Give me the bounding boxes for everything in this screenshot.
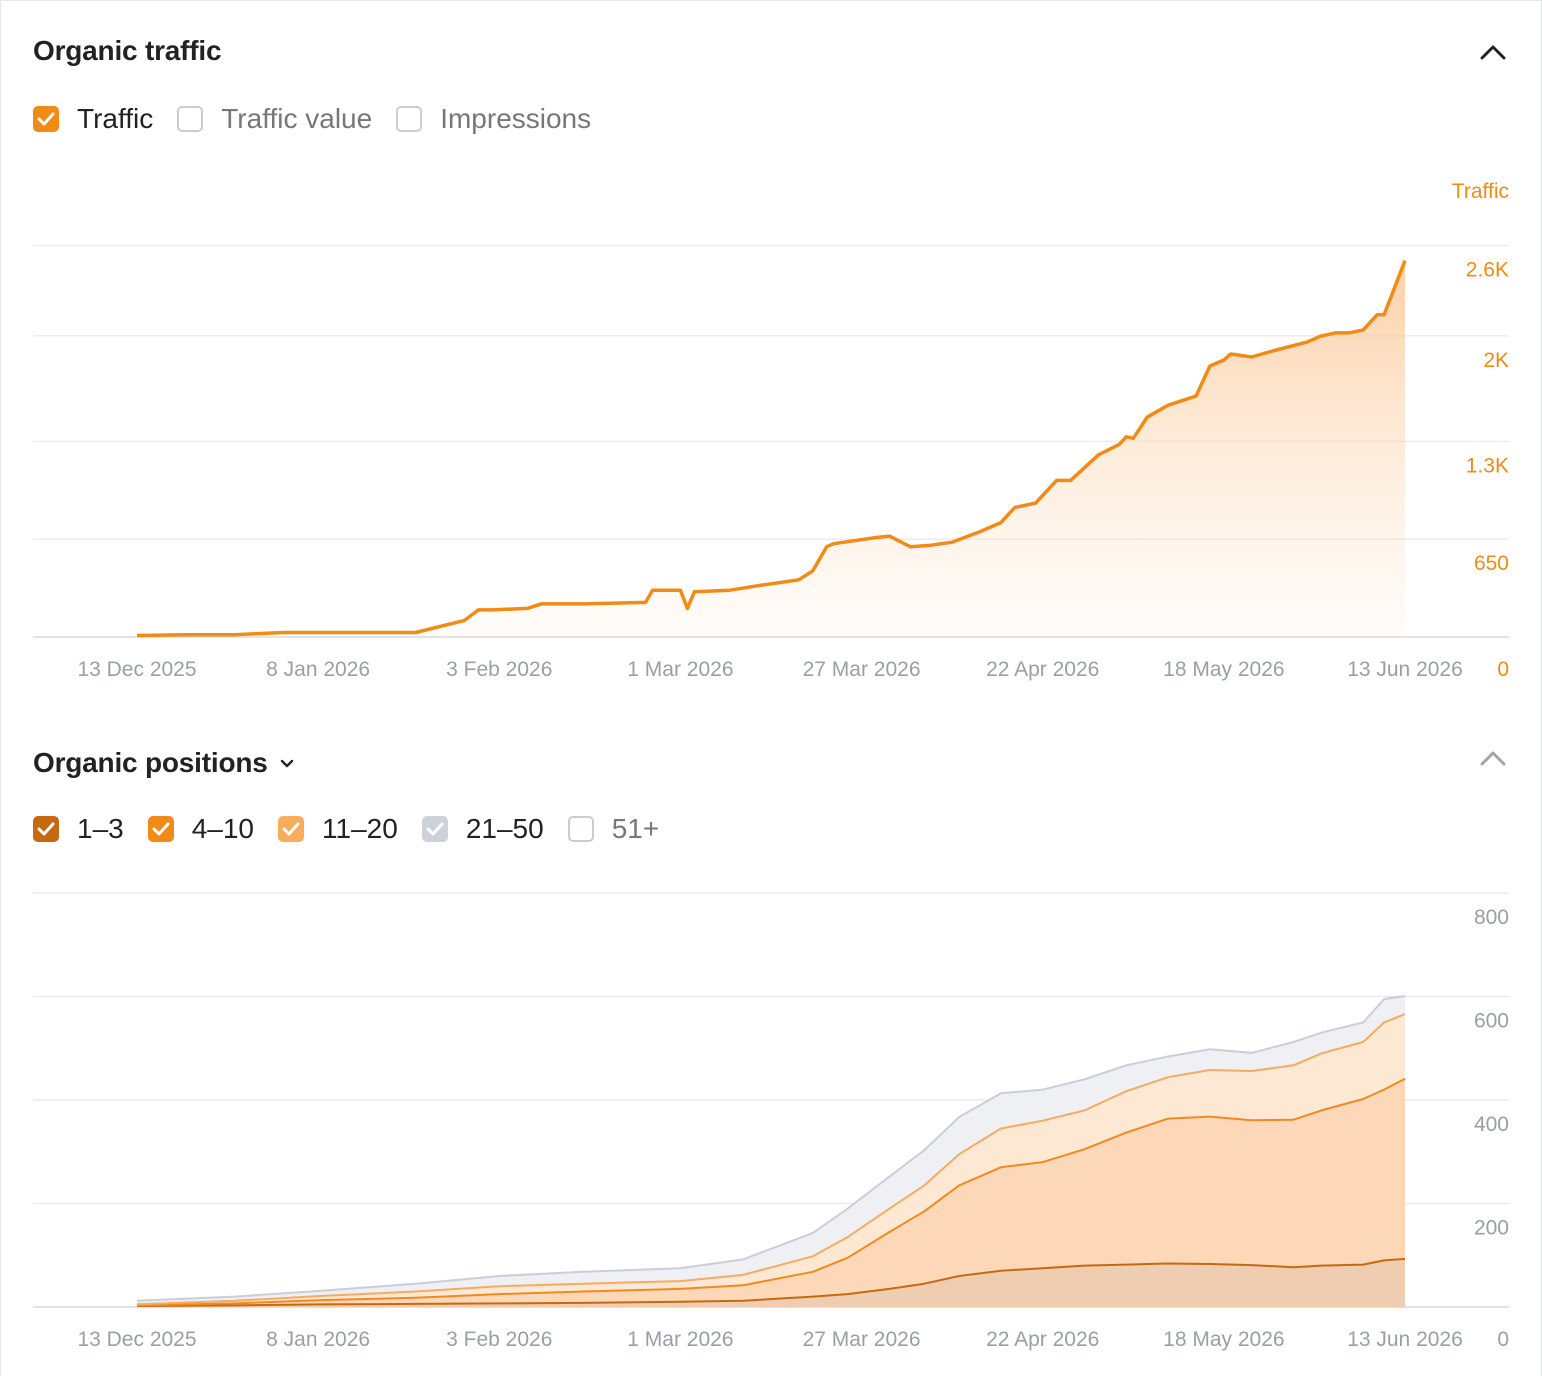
y-tick-label: 2.6K xyxy=(1466,259,1509,282)
checkbox-checked-icon xyxy=(33,816,59,842)
checkmark-icon xyxy=(37,112,55,126)
x-tick-label: 1 Mar 2026 xyxy=(627,1328,733,1351)
y-tick-label: 200 xyxy=(1474,1217,1509,1240)
x-tick-label: 13 Dec 2025 xyxy=(77,658,196,681)
y-tick-label: 650 xyxy=(1474,552,1509,575)
y-tick-label: 400 xyxy=(1474,1113,1509,1136)
traffic-section-title: Organic traffic xyxy=(33,35,222,66)
x-tick-label: 22 Apr 2026 xyxy=(986,658,1099,681)
checkmark-icon xyxy=(37,822,55,836)
positions-line-11-20 xyxy=(136,1013,1406,1306)
traffic-metric-legend: Traffic Traffic value Impressions xyxy=(33,103,615,135)
traffic-checkbox-impressions[interactable]: Impressions xyxy=(396,103,591,135)
x-tick-label: 8 Jan 2026 xyxy=(266,1328,370,1351)
positions-checkbox-21-50[interactable]: 21–50 xyxy=(421,813,544,845)
legend-label: 11–20 xyxy=(322,813,398,844)
y-tick-label: 0 xyxy=(1497,658,1509,681)
x-tick-label: 27 Mar 2026 xyxy=(803,1328,921,1351)
positions-area-1-3 xyxy=(137,1258,1405,1307)
checkmark-icon xyxy=(282,822,300,836)
x-tick-label: 18 May 2026 xyxy=(1163,658,1284,681)
checkbox-empty-icon xyxy=(177,106,204,132)
legend-label: 21–50 xyxy=(465,813,544,844)
traffic-chart: Traffic 0 650 1.3K 2K 2.6K 13 Dec 2025 8 Jan 20… xyxy=(33,180,1509,681)
checkbox-checked-icon xyxy=(278,816,305,842)
x-tick-label: 3 Feb 2026 xyxy=(446,1328,552,1351)
checkbox-checked-icon xyxy=(421,816,448,842)
traffic-collapse-button[interactable] xyxy=(1475,34,1511,70)
y-axis-title: Traffic xyxy=(1452,180,1509,203)
x-tick-label: 18 May 2026 xyxy=(1163,1328,1284,1351)
checkbox-checked-icon xyxy=(33,106,59,132)
positions-section-title: Organic positions xyxy=(33,747,268,778)
legend-label: Traffic value xyxy=(221,103,373,134)
y-tick-label: 800 xyxy=(1474,906,1509,929)
positions-checkbox-51[interactable]: 51+ xyxy=(567,813,660,845)
y-tick-label: 1.3K xyxy=(1466,454,1509,477)
x-tick-label: 22 Apr 2026 xyxy=(986,1328,1099,1351)
x-tick-label: 13 Dec 2025 xyxy=(77,1328,196,1351)
chevron-down-icon xyxy=(280,759,293,768)
positions-chart: 0 200 400 600 800 13 Dec 2025 8 Jan 2026 3 Feb … xyxy=(33,892,1509,1351)
x-tick-label: 13 Jun 2026 xyxy=(1347,1328,1463,1351)
y-tick-label: 600 xyxy=(1474,1010,1509,1033)
positions-title-dropdown[interactable]: Organic positions xyxy=(33,747,296,779)
x-tick-label: 13 Jun 2026 xyxy=(1347,658,1463,681)
positions-line-21-50 xyxy=(136,995,1406,1302)
y-tick-label: 0 xyxy=(1497,1328,1509,1351)
positions-area-4-10 xyxy=(137,1078,1405,1306)
traffic-area xyxy=(137,260,1405,637)
x-tick-label: 27 Mar 2026 xyxy=(803,658,921,681)
legend-label: Traffic xyxy=(77,103,154,134)
legend-label: 4–10 xyxy=(191,813,255,844)
chevron-up-icon xyxy=(1480,45,1506,60)
legend-label: Impressions xyxy=(440,103,592,134)
positions-checkbox-1-3[interactable]: 1–3 xyxy=(33,813,124,845)
organic-traffic-card: Organic traffic Traffic Traffic value Impr… xyxy=(0,0,1542,708)
x-tick-label: 8 Jan 2026 xyxy=(266,658,370,681)
checkbox-empty-icon xyxy=(567,816,594,842)
y-tick-label: 2K xyxy=(1483,349,1509,372)
positions-checkbox-4-10[interactable]: 4–10 xyxy=(147,813,255,845)
traffic-checkbox-traffic[interactable]: Traffic xyxy=(33,103,153,135)
positions-range-legend: 1–3 4–10 11–20 21–50 51+ xyxy=(33,813,683,845)
x-tick-label: 1 Mar 2026 xyxy=(627,658,733,681)
positions-line-1-3 xyxy=(136,1257,1406,1307)
organic-positions-card: Organic positions 1–3 4–10 11–20 21–50 51+ 0… xyxy=(0,707,1542,1376)
legend-label: 1–3 xyxy=(77,813,124,844)
chevron-up-icon xyxy=(1480,751,1506,766)
checkmark-icon xyxy=(152,822,170,836)
checkbox-checked-icon xyxy=(147,816,174,842)
positions-line-4-10 xyxy=(136,1077,1406,1307)
positions-checkbox-11-20[interactable]: 11–20 xyxy=(278,813,398,845)
checkmark-icon xyxy=(426,822,444,836)
x-tick-label: 3 Feb 2026 xyxy=(446,658,552,681)
checkbox-empty-icon xyxy=(396,106,423,132)
positions-collapse-button[interactable] xyxy=(1475,740,1511,776)
traffic-checkbox-traffic-value[interactable]: Traffic value xyxy=(177,103,372,135)
legend-label: 51+ xyxy=(611,813,660,844)
